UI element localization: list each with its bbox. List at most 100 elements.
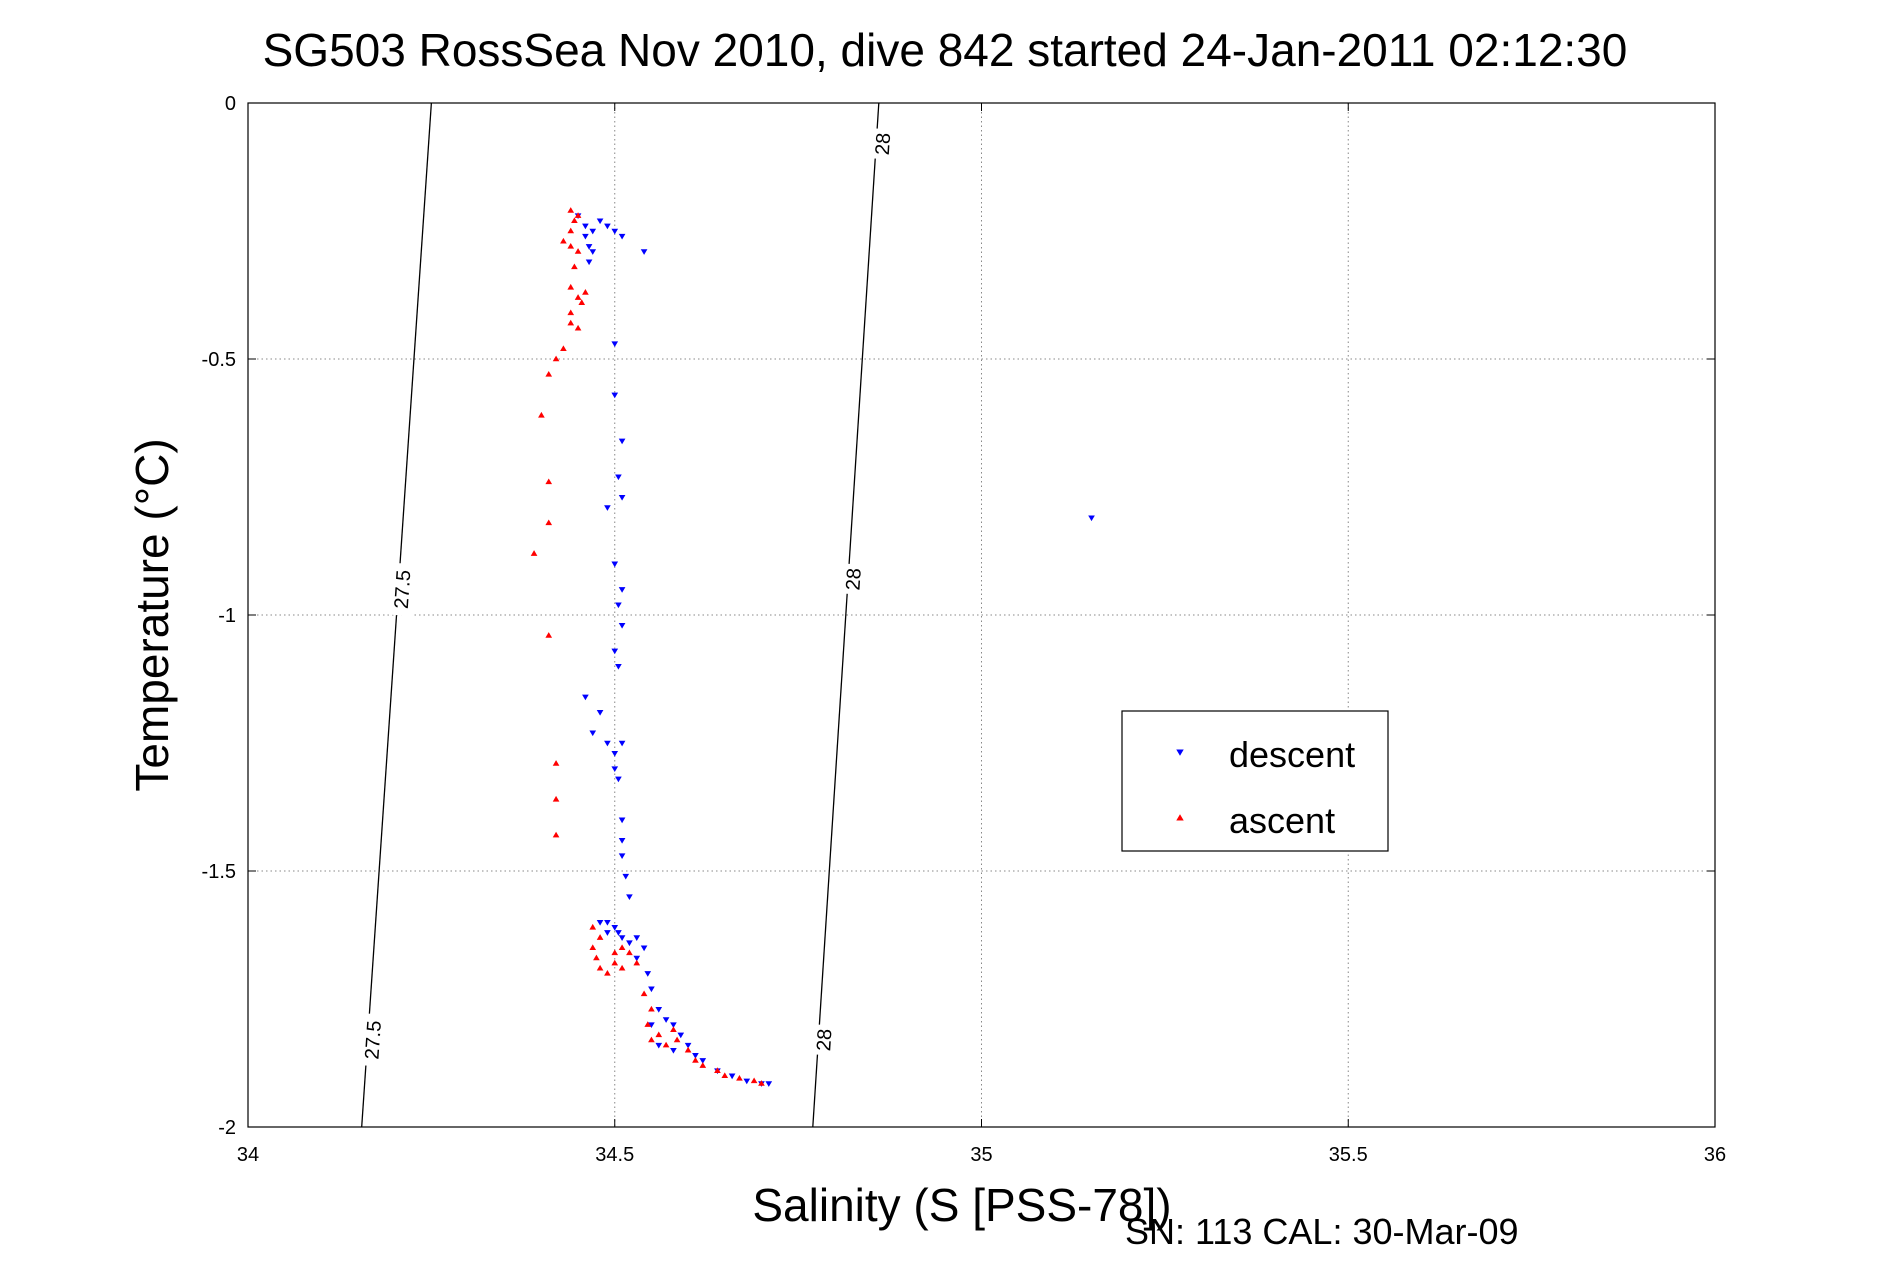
descent-point <box>618 740 626 747</box>
x-tick-label: 34.5 <box>595 1144 634 1166</box>
legend-marker-descent <box>1176 749 1184 756</box>
ascent-point <box>633 959 641 966</box>
x-tick-label: 35 <box>970 1144 992 1166</box>
ascent-point <box>545 370 553 377</box>
ascent-point <box>644 1021 652 1027</box>
descent-point <box>618 587 626 593</box>
descent-point <box>626 940 633 947</box>
y-axis-label: Temperature (°C) <box>126 438 178 791</box>
descent-point <box>604 740 611 747</box>
data-series <box>530 207 1095 1087</box>
descent-point <box>743 1078 751 1085</box>
descent-point <box>582 223 589 230</box>
ascent-point <box>589 944 597 951</box>
descent-point <box>589 228 597 235</box>
descent-point <box>585 259 593 266</box>
ascent-point <box>567 207 575 213</box>
descent-point <box>615 663 622 670</box>
descent-point <box>611 750 619 757</box>
ascent-point <box>574 212 582 218</box>
descent-point <box>611 392 619 399</box>
descent-point <box>648 1022 655 1028</box>
ascent-point <box>545 519 553 526</box>
density-contour-line <box>812 102 880 1128</box>
descent-point <box>615 602 622 609</box>
descent-point <box>626 894 633 900</box>
x-axis-ticks: 34 34.5 35 35.5 36 <box>237 103 1726 1166</box>
descent-point <box>611 561 619 568</box>
x-tick-label: 36 <box>1704 1144 1726 1166</box>
descent-point <box>644 971 652 977</box>
descent-point <box>618 438 626 445</box>
ascent-point <box>552 795 560 802</box>
descent-point <box>662 1017 670 1023</box>
ascent-point <box>567 319 575 326</box>
ascent-point <box>736 1074 743 1081</box>
density-contour-label-group: 28 <box>809 1024 838 1056</box>
ascent-point <box>662 1041 670 1048</box>
descent-point <box>604 223 611 230</box>
descent-point <box>622 873 630 880</box>
y-tick-label: -1 <box>218 605 236 627</box>
density-contour-label-group: 28 <box>839 563 868 595</box>
descent-point <box>615 776 622 783</box>
ascent-point <box>604 970 611 976</box>
ascent-point <box>567 227 575 234</box>
descent-point <box>604 919 611 926</box>
descent-point <box>618 233 626 240</box>
contour-label-background <box>839 563 868 595</box>
ascent-point <box>567 309 575 316</box>
ascent-point <box>648 1005 655 1012</box>
ascent-point <box>699 1062 707 1068</box>
series-ascent <box>530 207 765 1086</box>
descent-point <box>596 218 604 225</box>
ascent-point <box>593 954 600 961</box>
ascent-point <box>567 242 575 249</box>
density-contour-label: 28 <box>872 132 895 156</box>
descent-point <box>640 945 648 952</box>
ascent-point <box>596 934 604 940</box>
density-contour-label-group: 27.5 <box>357 1013 388 1067</box>
x-tick-label: 34 <box>237 1144 259 1166</box>
density-contours: 27.5 27.5 28 28 28 <box>357 102 897 1128</box>
legend-box <box>1121 710 1389 852</box>
ascent-point <box>750 1077 758 1084</box>
descent-point <box>596 710 604 716</box>
ascent-point <box>582 289 589 295</box>
descent-point <box>670 1022 677 1028</box>
ascent-point <box>552 355 560 362</box>
descent-point <box>589 249 597 255</box>
contour-label-background <box>868 128 897 160</box>
ascent-point <box>589 923 597 930</box>
contour-label-background <box>357 1013 388 1067</box>
legend: descent ascent <box>1121 710 1389 852</box>
ascent-point <box>640 990 648 997</box>
descent-point <box>611 341 619 348</box>
ascent-point <box>618 964 626 971</box>
descent-point <box>618 853 626 860</box>
density-contour-label: 28 <box>813 1028 836 1052</box>
ascent-point <box>648 1036 655 1043</box>
x-axis-label: Salinity (S [PSS-78]) <box>752 1179 1171 1231</box>
ascent-point <box>545 478 553 485</box>
ascent-point <box>721 1072 729 1079</box>
density-contour-label-group: 27.5 <box>387 562 417 617</box>
descent-point <box>655 1042 663 1049</box>
density-contour-label: 27.5 <box>361 1020 386 1060</box>
descent-point <box>618 494 626 501</box>
ascent-point <box>560 345 567 352</box>
density-contour-label: 27.5 <box>391 569 416 609</box>
ascent-point <box>596 964 604 971</box>
descent-point <box>1088 515 1095 522</box>
ascent-point <box>574 324 582 331</box>
contour-label-background <box>387 562 417 617</box>
density-contour-label: 28 <box>842 567 865 591</box>
ascent-point <box>655 1031 663 1038</box>
ascent-point <box>560 237 567 244</box>
y-tick-label: -1.5 <box>202 861 236 883</box>
ascent-point <box>618 944 626 951</box>
legend-label-ascent: ascent <box>1229 800 1335 841</box>
descent-point <box>670 1047 677 1054</box>
descent-point <box>640 249 648 255</box>
ascent-point <box>611 949 619 956</box>
